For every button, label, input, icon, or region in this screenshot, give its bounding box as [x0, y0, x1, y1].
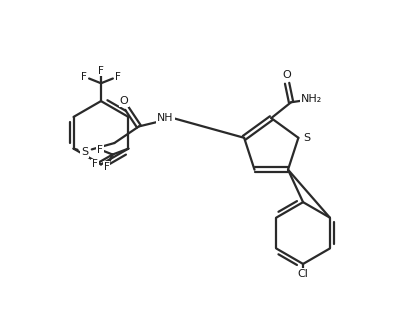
Text: NH₂: NH₂ [301, 94, 322, 104]
Text: F: F [104, 162, 110, 172]
Text: F: F [92, 159, 98, 170]
Text: F: F [98, 66, 104, 75]
Text: NH: NH [157, 113, 174, 123]
Text: F: F [97, 145, 103, 155]
Text: S: S [303, 133, 310, 143]
Text: O: O [283, 69, 291, 80]
Text: O: O [120, 96, 128, 106]
Text: Cl: Cl [298, 269, 308, 279]
Text: F: F [115, 72, 120, 82]
Text: F: F [82, 72, 87, 82]
Text: S: S [81, 147, 88, 157]
